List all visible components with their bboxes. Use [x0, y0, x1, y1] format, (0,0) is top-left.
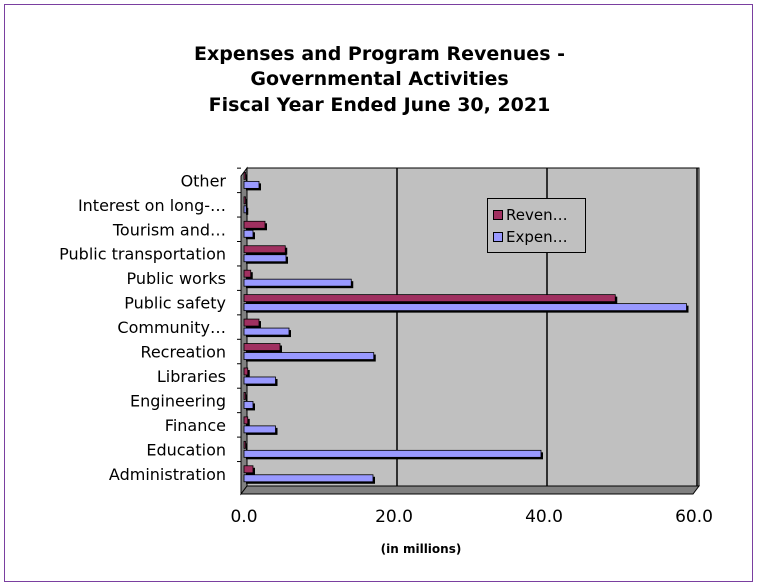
x-tick-label: 0.0 [230, 507, 257, 527]
category-label: Community… [117, 318, 226, 337]
legend-item-revenue: Reven… [493, 204, 568, 226]
bar-revenue [243, 171, 248, 182]
bar-revenue [243, 318, 261, 329]
bar-expense [243, 474, 375, 484]
chart-title-line-2: Governmental Activities [250, 68, 509, 90]
plot-floor [240, 485, 700, 495]
bar-revenue [243, 343, 282, 353]
category-label: Administration [109, 465, 226, 484]
category-label: Engineering [130, 391, 226, 410]
category-label: Interest on long-… [78, 196, 226, 215]
legend-label-expense: Expen… [506, 228, 568, 246]
x-tick-label: 20.0 [375, 507, 413, 527]
legend-swatch-expense [493, 232, 503, 242]
x-axis-title: (in millions) [380, 542, 462, 556]
bars [243, 171, 689, 484]
category-label: Public transportation [59, 245, 226, 264]
bar-revenue [243, 465, 255, 475]
bar-revenue [243, 196, 248, 206]
bar-expense [243, 449, 543, 460]
legend-swatch-revenue [493, 210, 503, 220]
bar-revenue [243, 392, 248, 402]
bar-expense [243, 278, 354, 289]
bar-revenue [243, 220, 267, 231]
bar-expense [243, 425, 278, 435]
x-tick-labels: 0.0 20.0 40.0 60.0 [230, 507, 712, 527]
bar-revenue [243, 245, 288, 255]
plot-area [246, 167, 700, 487]
bar-expense [243, 229, 255, 240]
category-label: Public works [127, 269, 227, 288]
bar-expense [243, 180, 261, 191]
bar-revenue [243, 416, 250, 426]
x-tick-label: 40.0 [525, 507, 563, 527]
category-label: Public safety [124, 294, 226, 313]
bar-expense [243, 327, 291, 338]
bar-expense [243, 205, 249, 215]
x-tick-label: 60.0 [675, 507, 713, 527]
bar-revenue [243, 440, 248, 451]
category-label: Education [146, 440, 226, 459]
bar-expense [243, 254, 288, 264]
bar-expense [243, 376, 278, 386]
category-label: Tourism and… [112, 220, 226, 239]
category-label: Recreation [140, 343, 226, 362]
legend: Reven… Expen… [487, 198, 586, 253]
category-label: Finance [165, 416, 226, 435]
chart-title-line-3: Fiscal Year Ended June 30, 2021 [208, 94, 551, 116]
bar-expense [243, 303, 689, 313]
category-labels: Administration Education Finance Engineerin… [59, 167, 241, 484]
legend-item-expense: Expen… [493, 226, 568, 248]
bar-revenue [243, 294, 618, 304]
bar-revenue [243, 367, 250, 377]
bar-expense [243, 352, 376, 362]
bar-revenue [243, 269, 253, 280]
bar-expense [243, 401, 255, 411]
category-label: Other [181, 171, 227, 190]
category-label: Libraries [157, 367, 226, 386]
legend-label-revenue: Reven… [506, 206, 568, 224]
chart-title-line-1: Expenses and Program Revenues - [193, 43, 566, 65]
